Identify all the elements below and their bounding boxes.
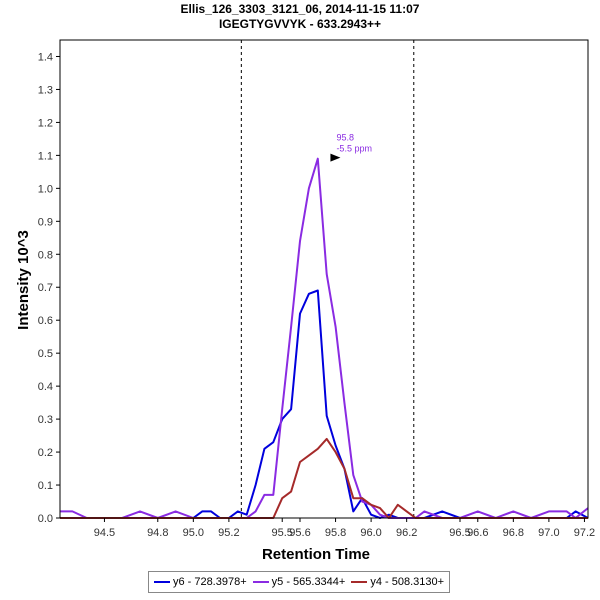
y-tick-label: 1.4 [38,51,53,63]
x-tick-label: 97.0 [538,527,559,539]
plot-frame [59,39,589,519]
peak-ppm-label: -5.5 ppm [336,144,372,154]
peak-marker-icon [330,153,341,162]
legend-swatch-y5 [252,581,269,583]
y-tick-label: 0.9 [38,216,53,228]
x-tick-label: 96.5 [449,527,470,539]
x-tick-label: 97.2 [574,527,595,539]
x-tick-label: 96.6 [467,527,488,539]
x-tick-label: 95.5 [272,527,293,539]
y-tick-label: 0.1 [38,480,53,492]
y-tick-label: 0.8 [38,249,53,261]
y-tick-label: 0.4 [38,381,53,393]
x-tick-label: 95.8 [325,527,346,539]
x-tick-label: 94.5 [94,527,115,539]
x-tick-label: 94.8 [147,527,168,539]
y-tick-label: 0.0 [38,513,53,525]
x-tick-label: 95.6 [289,527,310,539]
y-tick-label: 0.2 [38,447,53,459]
legend-item-y5: y5 - 565.3344+ [252,576,346,588]
legend-item-y6: y6 - 728.3978+ [153,576,247,588]
chart-legend: y6 - 728.3978+ y5 - 565.3344+ y4 - 508.3… [148,571,450,593]
legend-item-y4: y4 - 508.3130+ [351,576,444,588]
peak-rt-label: 95.8 [336,133,354,143]
y-tick-label: 0.7 [38,282,53,294]
x-tick-label: 95.0 [183,527,204,539]
x-tick-label: 96.2 [396,527,417,539]
legend-label-y4: y4 - 508.3130+ [370,576,445,588]
x-axis-label: Retention Time [262,546,370,563]
y-tick-label: 1.0 [38,183,53,195]
chart-title-line2: IGEGTYGVVYK - 633.2943++ [218,17,382,31]
y-axis-label: Intensity 10^3 [15,230,32,330]
y-tick-label: 0.6 [38,315,53,327]
series-line-0 [60,289,589,519]
legend-label-y6: y6 - 728.3978+ [172,576,247,588]
legend-swatch-y4 [351,581,368,583]
series-line-1 [60,157,589,519]
y-tick-label: 1.2 [38,117,53,129]
y-tick-label: 0.3 [38,414,53,426]
y-tick-label: 1.3 [38,84,53,96]
y-tick-label: 1.1 [38,150,53,162]
y-tick-label: 0.5 [38,348,53,360]
chart-title-line1: Ellis_126_3303_3121_06, 2014-11-15 11:07 [180,2,420,16]
legend-swatch-y6 [153,581,170,583]
series-line-2 [60,437,588,519]
x-tick-label: 96.8 [503,527,524,539]
x-tick-label: 95.2 [218,527,239,539]
x-tick-label: 96.0 [360,527,381,539]
legend-label-y5: y5 - 565.3344+ [271,576,346,588]
